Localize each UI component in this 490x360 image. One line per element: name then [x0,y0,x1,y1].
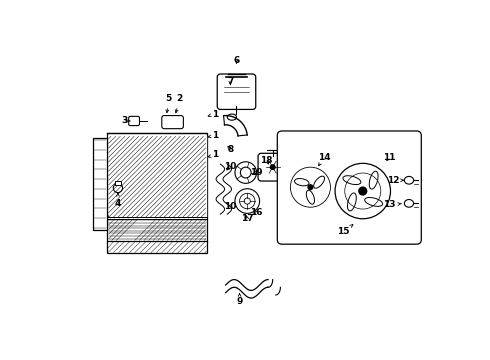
Bar [107,241,207,253]
Text: 13: 13 [384,201,401,210]
Text: 11: 11 [384,153,396,162]
Circle shape [270,165,275,170]
Text: 19: 19 [250,168,263,177]
FancyBboxPatch shape [277,131,421,244]
Text: 8: 8 [227,145,233,154]
Ellipse shape [227,114,237,120]
Text: 16: 16 [250,208,263,217]
Text: 10: 10 [224,202,237,211]
Text: 1: 1 [208,131,218,140]
Text: 1: 1 [208,109,218,118]
Text: 9: 9 [236,293,243,306]
Text: 14: 14 [318,153,331,166]
Text: 5: 5 [166,94,172,113]
Bar [93,138,107,230]
Text: 3: 3 [121,117,130,126]
Circle shape [358,186,368,196]
Bar [115,181,121,185]
FancyBboxPatch shape [129,116,140,126]
Bar [107,132,207,242]
Text: 18: 18 [260,156,273,165]
FancyBboxPatch shape [217,74,256,109]
Polygon shape [109,136,206,217]
Text: 6: 6 [233,56,240,65]
Text: 1: 1 [208,150,218,159]
Text: 4: 4 [115,193,121,208]
Text: 15: 15 [337,225,353,237]
FancyBboxPatch shape [162,116,183,129]
FancyBboxPatch shape [258,153,287,181]
Circle shape [307,184,314,190]
Text: 2: 2 [175,94,183,113]
Text: 10: 10 [224,162,237,171]
Text: 17: 17 [241,214,254,223]
Text: 12: 12 [387,176,403,185]
Text: 7: 7 [227,77,234,86]
